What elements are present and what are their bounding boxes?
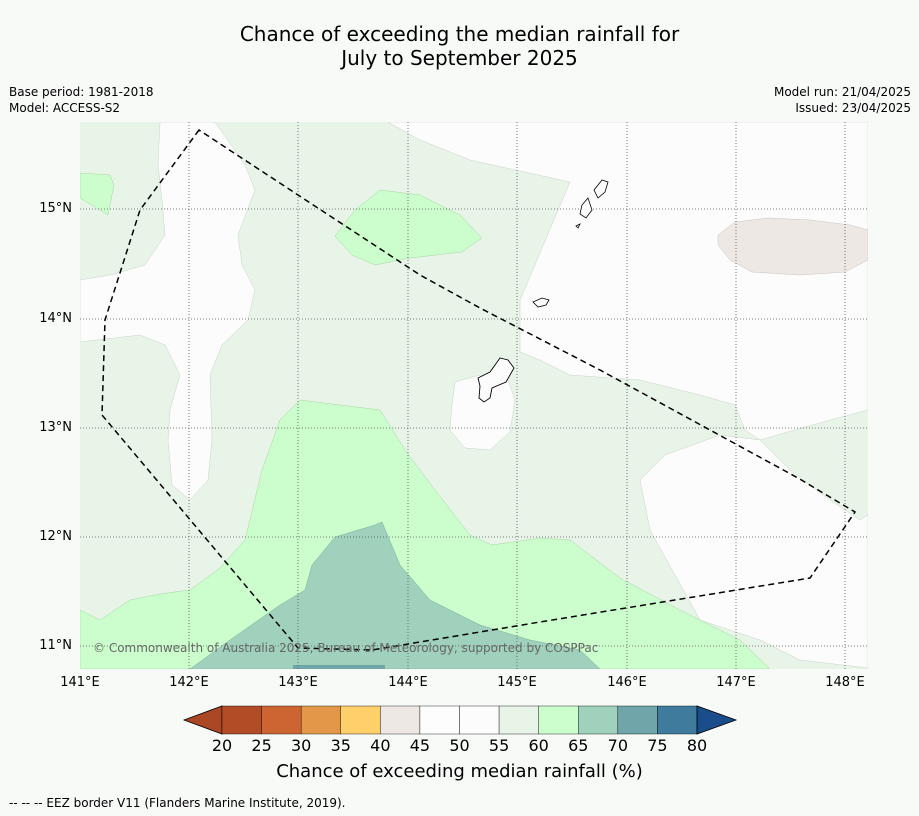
colorbar-tick-label: 40 [370, 736, 391, 755]
colorbar-swatch [419, 705, 460, 735]
lat-label-14: 14°N [39, 311, 72, 326]
region-65-70 [189, 521, 601, 669]
lon-label-145: 145°E [497, 675, 537, 690]
model-name: Model: ACCESS-S2 [9, 101, 121, 115]
colorbar-swatch [578, 705, 619, 735]
saipan-island [593, 179, 609, 199]
lon-label-141: 141°E [60, 675, 100, 690]
colorbar-swatch [340, 705, 381, 735]
issued-date: Issued: 23/04/2025 [795, 101, 911, 115]
model-run: Model run: 21/04/2025 [773, 85, 911, 99]
colorbar-swatch [261, 705, 302, 735]
colorbar-swatch [617, 705, 658, 735]
colorbar-tick-label: 55 [488, 736, 510, 755]
chart-title: Chance of exceeding the median rainfall … [0, 22, 919, 70]
colorbar-swatch [498, 705, 539, 735]
lon-label-147: 147°E [716, 675, 756, 690]
region-60-65-south [80, 399, 771, 669]
colorbar-swatch [221, 705, 262, 735]
colorbar-tick-label: 35 [330, 736, 351, 755]
title-line-2: July to September 2025 [341, 46, 578, 70]
map-area [80, 122, 868, 669]
region-70-75 [293, 665, 385, 669]
region-50-55-southeast [639, 434, 868, 669]
lon-label-144: 144°E [388, 675, 428, 690]
meta-right: Model run: 21/04/2025 Issued: 23/04/2025 [774, 84, 911, 116]
aguijan-island [575, 223, 581, 229]
lon-label-146: 146°E [607, 675, 647, 690]
rota-island [532, 297, 550, 308]
colorbar-label: Chance of exceeding median rainfall (%) [276, 761, 643, 782]
title-line-1: Chance of exceeding the median rainfall … [239, 22, 680, 46]
region-50-55-northeast [387, 122, 868, 441]
colorbar-tick-label: 45 [409, 736, 431, 755]
copyright-notice: © Commonwealth of Australia 2025, Bureau… [93, 641, 599, 655]
colorbar-tick-label: 70 [607, 736, 628, 755]
lon-label-148: 148°E [825, 675, 865, 690]
colorbar-tick-label: 30 [290, 736, 312, 755]
colorbar-tick-label: 50 [449, 736, 470, 755]
region-60-65-northwest [80, 172, 115, 216]
colorbar-swatch [380, 705, 421, 735]
colorbar-swatch [657, 705, 698, 735]
colorbar-tick-label: 80 [686, 736, 708, 755]
colorbar-tick-label: 65 [568, 736, 589, 755]
colorbar-swatch [538, 705, 579, 735]
meta-left: Base period: 1981-2018 Model: ACCESS-S2 [9, 84, 154, 116]
eez-footnote: -- -- -- EEZ border V11 (Flanders Marine… [9, 796, 346, 810]
lat-label-12: 12°N [39, 529, 72, 544]
eez-border [101, 128, 857, 651]
colorbar [182, 705, 738, 735]
region-50-55-west [80, 122, 256, 501]
lat-label-13: 13°N [39, 420, 72, 435]
lat-label-11: 11°N [39, 638, 72, 653]
lon-label-143: 143°E [278, 675, 318, 690]
colorbar-tick-label: 60 [528, 736, 549, 755]
tinian-island [579, 197, 593, 219]
lat-label-15: 15°N [39, 201, 72, 216]
base-period: Base period: 1981-2018 [9, 85, 154, 99]
region-45-50 [717, 217, 868, 276]
colorbar-tick-label: 75 [647, 736, 668, 755]
colorbar-extend-high [696, 705, 738, 735]
guam-island [477, 357, 515, 403]
colorbar-swatch [459, 705, 500, 735]
colorbar-tick-label: 25 [251, 736, 272, 755]
colorbar-tick-label: 20 [211, 736, 233, 755]
colorbar-swatch [300, 705, 341, 735]
colorbar-extend-low [182, 705, 223, 735]
gridlines [80, 122, 868, 669]
lon-label-142: 142°E [169, 675, 209, 690]
